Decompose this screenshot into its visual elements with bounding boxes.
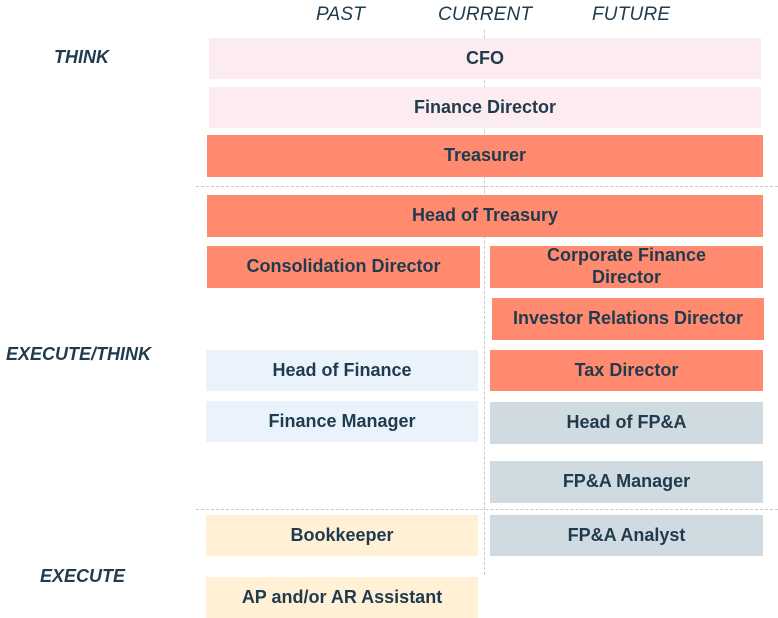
role-tax-director: Tax Director bbox=[490, 350, 763, 391]
role-investor-relations-director: Investor Relations Director bbox=[492, 298, 764, 340]
divider-execute-think-execute bbox=[196, 509, 778, 510]
role-treasurer-label: Treasurer bbox=[443, 145, 527, 166]
role-treasurer: Treasurer bbox=[207, 135, 763, 177]
column-header-current: CURRENT bbox=[438, 4, 533, 25]
column-header-future: FUTURE bbox=[592, 4, 671, 25]
role-fpa-analyst: FP&A Analyst bbox=[490, 515, 763, 556]
role-fpa-analyst-label: FP&A Analyst bbox=[567, 524, 686, 545]
role-corporate-finance-director-label: Corporate Finance Director bbox=[546, 245, 707, 287]
role-cfo: CFO bbox=[209, 38, 761, 79]
role-finance-manager-label: Finance Manager bbox=[268, 410, 416, 431]
role-head-of-fpa: Head of FP&A bbox=[490, 402, 763, 444]
role-finance-director-label: Finance Director bbox=[413, 96, 557, 117]
role-head-of-fpa-label: Head of FP&A bbox=[566, 412, 687, 433]
role-fpa-manager: FP&A Manager bbox=[490, 461, 763, 503]
role-ap-ar-assistant: AP and/or AR Assistant bbox=[206, 577, 478, 618]
role-fpa-manager-label: FP&A Manager bbox=[562, 471, 691, 492]
role-consolidation-director: Consolidation Director bbox=[207, 246, 480, 288]
row-label-execute-think: EXECUTE/THINK bbox=[6, 344, 152, 364]
role-tax-director-label: Tax Director bbox=[574, 359, 679, 380]
role-bookkeeper: Bookkeeper bbox=[206, 515, 478, 556]
column-header-past: PAST bbox=[316, 4, 366, 25]
role-cfo-label: CFO bbox=[466, 47, 504, 68]
role-finance-manager: Finance Manager bbox=[206, 401, 478, 442]
row-label-think: THINK bbox=[54, 47, 109, 67]
role-bookkeeper-label: Bookkeeper bbox=[290, 524, 394, 545]
role-head-of-finance-label: Head of Finance bbox=[272, 359, 412, 380]
role-investor-relations-director-label: Investor Relations Director bbox=[512, 308, 744, 329]
divider-current-column bbox=[484, 30, 485, 575]
role-consolidation-director-label: Consolidation Director bbox=[246, 256, 441, 277]
role-corporate-finance-director: Corporate Finance Director bbox=[490, 245, 763, 288]
role-ap-ar-assistant-label: AP and/or AR Assistant bbox=[241, 586, 443, 607]
role-finance-director: Finance Director bbox=[209, 87, 761, 128]
divider-think-execute-think bbox=[196, 186, 778, 187]
role-head-of-treasury-label: Head of Treasury bbox=[411, 205, 559, 226]
role-head-of-treasury: Head of Treasury bbox=[207, 195, 763, 237]
role-head-of-finance: Head of Finance bbox=[206, 350, 478, 391]
row-label-execute: EXECUTE bbox=[40, 566, 126, 586]
